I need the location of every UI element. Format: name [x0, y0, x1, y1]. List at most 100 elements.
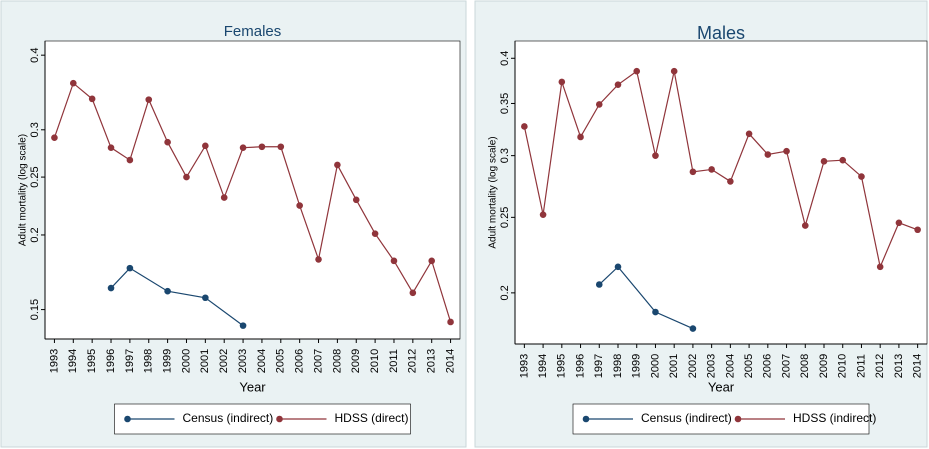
data-point: [858, 173, 865, 180]
y-tick-label: 0.2: [499, 285, 511, 300]
x-tick-label: 1997: [593, 354, 605, 378]
x-tick-label: 2008: [799, 354, 811, 378]
data-point: [876, 263, 884, 271]
y-tick-label: 0.15: [29, 299, 41, 320]
x-tick-label: 1995: [86, 349, 98, 373]
data-point: [239, 322, 247, 329]
legend: [114, 403, 411, 435]
y-tick-label: 0.2: [29, 227, 41, 242]
x-tick-label: 2013: [426, 349, 438, 373]
data-point: [521, 123, 528, 130]
x-tick-label: 1995: [556, 354, 568, 378]
data-point: [352, 196, 360, 204]
x-tick-label: 2009: [818, 354, 830, 378]
x-tick-label: 1999: [162, 349, 174, 373]
data-point: [164, 287, 171, 295]
x-axis-label: Year: [708, 379, 735, 394]
data-point: [539, 211, 547, 218]
x-tick-label: 2010: [369, 349, 381, 373]
data-point: [258, 143, 266, 151]
legend-marker: [124, 415, 131, 423]
data-point: [409, 289, 417, 297]
data-point: [277, 143, 285, 151]
x-tick-label: 1993: [518, 354, 530, 378]
y-tick-label: 0.3: [29, 122, 41, 137]
data-point: [107, 284, 115, 292]
data-point: [689, 168, 697, 176]
x-axis-label: Year: [239, 379, 266, 394]
plot-area: [514, 40, 928, 345]
data-point: [371, 230, 379, 237]
x-tick-label: 2006: [762, 354, 774, 378]
x-tick-label: 1999: [631, 354, 643, 378]
data-point: [88, 95, 96, 103]
data-point: [334, 161, 341, 169]
data-point: [614, 81, 622, 88]
data-point: [239, 144, 247, 151]
data-point: [764, 151, 772, 158]
data-point: [727, 178, 734, 185]
data-point: [614, 263, 622, 271]
x-tick-label: 2001: [199, 349, 211, 373]
x-tick-label: 2004: [724, 354, 736, 378]
data-point: [633, 67, 641, 75]
legend-label: Census (indirect): [183, 411, 274, 425]
data-point: [652, 308, 659, 316]
data-point: [689, 325, 697, 332]
legend-label: HDSS (indirect): [793, 411, 876, 425]
x-tick-label: 2000: [649, 354, 661, 378]
x-tick-label: 2012: [874, 354, 886, 378]
x-tick-label: 2007: [312, 349, 324, 373]
x-tick-label: 2003: [237, 349, 249, 373]
data-point: [428, 257, 436, 265]
x-tick-label: 2012: [407, 349, 419, 373]
x-tick-label: 2013: [893, 354, 905, 378]
data-point: [107, 144, 115, 151]
x-tick-label: 2011: [388, 349, 400, 373]
x-tick-label: 2009: [350, 349, 362, 373]
data-point: [315, 256, 322, 263]
legend-marker: [734, 415, 742, 423]
x-tick-label: 1993: [48, 349, 60, 373]
data-point: [895, 219, 903, 227]
series-line: [53, 82, 452, 323]
plot-area: [44, 40, 461, 340]
x-tick-label: 2005: [743, 354, 755, 378]
chart-title: Males: [697, 23, 745, 43]
x-tick-label: 2011: [855, 354, 867, 378]
data-point: [51, 134, 58, 141]
x-tick-label: 1996: [105, 349, 117, 373]
data-point: [202, 294, 209, 302]
data-point: [183, 173, 190, 181]
data-point: [145, 96, 153, 103]
y-tick-label: 0.25: [29, 166, 41, 187]
x-tick-label: 2002: [687, 354, 699, 378]
y-tick-label: 0.4: [499, 51, 511, 66]
data-point: [745, 130, 753, 138]
data-point: [708, 166, 715, 173]
data-point: [595, 101, 603, 108]
y-axis-label: Adult mortality (log scale): [488, 136, 499, 248]
data-point: [577, 133, 584, 141]
chart-title: Females: [224, 23, 282, 40]
data-point: [126, 264, 134, 272]
data-point: [914, 226, 921, 234]
data-point: [670, 67, 678, 75]
data-point: [202, 142, 209, 150]
x-tick-label: 2010: [837, 354, 849, 378]
data-point: [164, 138, 171, 146]
x-tick-label: 2000: [180, 349, 192, 373]
data-point: [820, 158, 828, 165]
x-tick-label: 1998: [143, 349, 155, 373]
x-tick-label: 2008: [331, 349, 343, 373]
legend-marker: [582, 415, 590, 423]
x-tick-label: 2005: [275, 349, 287, 373]
data-point: [558, 78, 566, 86]
series-line: [598, 265, 694, 330]
series-line: [523, 70, 918, 269]
x-tick-label: 2004: [256, 349, 268, 373]
data-point: [595, 281, 603, 288]
data-point: [126, 156, 134, 164]
y-tick-label: 0.4: [29, 48, 41, 63]
